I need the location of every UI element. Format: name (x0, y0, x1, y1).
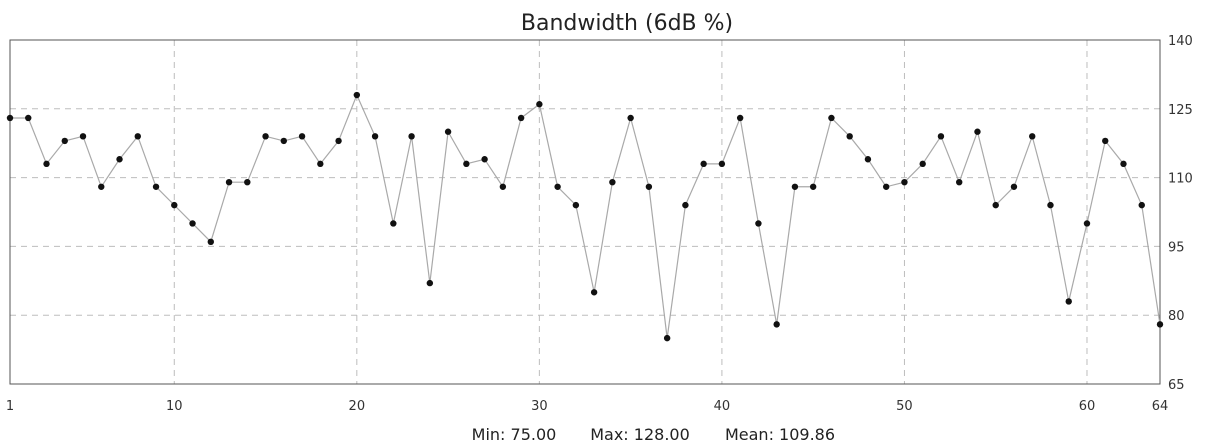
data-point (956, 178, 963, 186)
data-point (499, 183, 507, 190)
data-point (280, 137, 288, 145)
x-tick-label: 30 (531, 399, 548, 414)
data-point (335, 137, 342, 145)
data-point (882, 183, 890, 190)
data-point (992, 201, 999, 209)
data-point (481, 156, 488, 163)
x-tick-label: 50 (896, 399, 913, 414)
stat-mean: Mean: 109.86 (725, 425, 835, 444)
data-point (98, 183, 105, 190)
data-point (262, 133, 269, 140)
data-point (43, 160, 50, 168)
x-tick-label: 10 (166, 399, 183, 414)
data-point (444, 128, 452, 135)
data-point (244, 178, 251, 186)
data-point (755, 220, 762, 227)
data-point (718, 160, 726, 168)
data-point (1010, 183, 1018, 190)
grid (10, 40, 1160, 384)
data-point (736, 114, 744, 122)
data-point (901, 178, 908, 186)
data-point (152, 183, 160, 190)
data-point (116, 156, 123, 163)
data-point (171, 201, 178, 209)
stat-min: Min: 75.00 (472, 425, 557, 444)
data-point (463, 160, 470, 168)
data-point (517, 114, 525, 122)
data-point (317, 160, 324, 168)
stat-max: Max: 128.00 (590, 425, 690, 444)
data-point (864, 156, 872, 163)
data-point (1047, 201, 1054, 209)
data-point (189, 220, 196, 227)
x-tick-label: 1 (6, 399, 14, 414)
data-point (426, 279, 434, 287)
data-point (773, 321, 780, 328)
data-point (61, 137, 68, 145)
data-point (207, 238, 214, 246)
data-point (700, 160, 707, 168)
y-tick-label: 65 (1168, 378, 1185, 393)
data-point (1138, 201, 1145, 209)
data-point (25, 114, 32, 122)
y-tick-label: 80 (1168, 309, 1185, 324)
data-point (1120, 160, 1127, 168)
data-point (974, 128, 981, 135)
y-tick-label: 110 (1168, 172, 1193, 187)
data-point (134, 133, 141, 140)
data-point (590, 289, 598, 296)
x-tick-label: 60 (1079, 399, 1096, 414)
plot-frame (9, 39, 1161, 385)
chart-title: Bandwidth (6dB %) (521, 11, 733, 36)
data-point (6, 114, 14, 122)
data-point (536, 101, 543, 108)
data-point (828, 114, 835, 122)
data-point (390, 220, 397, 227)
data-point (682, 201, 689, 209)
series-line (10, 93, 1161, 339)
data-point (79, 133, 87, 140)
data-point (609, 178, 616, 186)
data-point (408, 133, 415, 140)
data-point (1083, 220, 1091, 227)
y-tick-label: 125 (1168, 103, 1193, 118)
data-point (298, 133, 306, 140)
data-point (627, 114, 634, 122)
y-tick-label: 95 (1168, 240, 1185, 255)
y-axis-ticks: 65 80 95 110 125 140 (1168, 34, 1193, 393)
y-tick-label: 140 (1168, 34, 1193, 49)
data-point (1102, 137, 1109, 145)
data-points (6, 91, 1164, 342)
data-point (846, 133, 853, 140)
data-point (1029, 133, 1036, 140)
data-point (1065, 298, 1072, 305)
data-point (937, 133, 945, 140)
data-point (353, 91, 361, 99)
data-point (554, 183, 561, 190)
x-tick-label: 40 (714, 399, 731, 414)
data-point (225, 178, 233, 186)
data-point (919, 160, 926, 168)
data-point (572, 201, 580, 209)
data-point (645, 183, 653, 190)
x-tick-label: 20 (349, 399, 366, 414)
data-point (809, 183, 817, 190)
data-point (1156, 321, 1164, 328)
x-tick-label: 64 (1152, 399, 1169, 414)
data-point (663, 334, 671, 342)
data-point (371, 133, 379, 140)
data-point (791, 183, 799, 190)
x-axis-ticks: 1 10 20 30 40 50 60 64 (6, 399, 1168, 414)
